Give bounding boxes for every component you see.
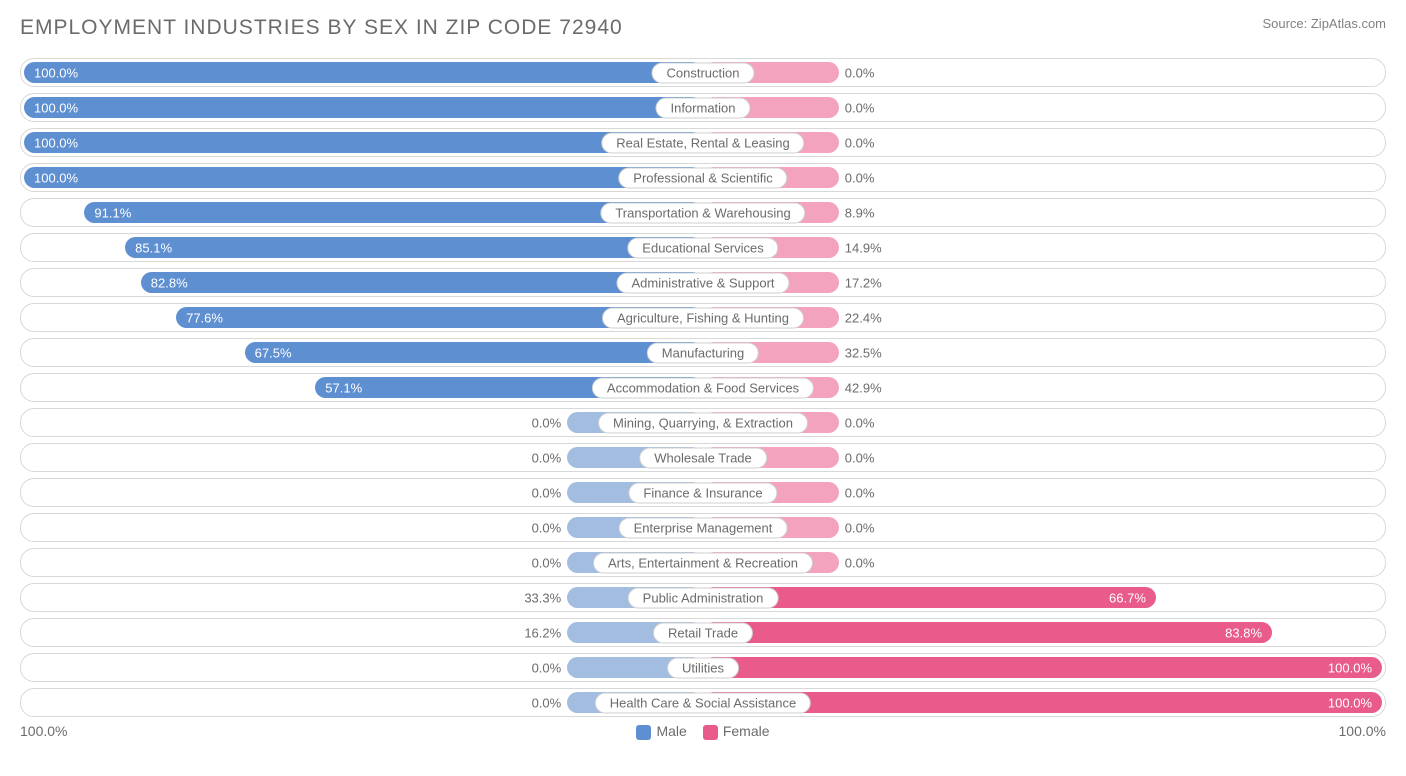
chart-title: EMPLOYMENT INDUSTRIES BY SEX IN ZIP CODE… (20, 16, 623, 40)
male-pct: 100.0% (34, 170, 78, 185)
female-pct: 0.0% (845, 170, 875, 185)
female-pct: 0.0% (845, 65, 875, 80)
female-pct: 83.8% (1225, 625, 1262, 640)
male-pct: 100.0% (34, 100, 78, 115)
chart-row: 100.0% 0.0% Construction (20, 58, 1386, 87)
male-bar (24, 62, 703, 83)
chart-row: 16.2% 83.8% Retail Trade (20, 618, 1386, 647)
female-bar (703, 622, 1272, 643)
chart-row: 100.0% 0.0% Real Estate, Rental & Leasing (20, 128, 1386, 157)
row-label: Retail Trade (653, 622, 753, 643)
male-pct: 0.0% (532, 520, 562, 535)
legend-male-label: Male (656, 723, 686, 739)
male-pct: 77.6% (186, 310, 223, 325)
female-pct: 0.0% (845, 450, 875, 465)
female-pct: 100.0% (1328, 695, 1372, 710)
row-label: Enterprise Management (619, 517, 788, 538)
chart-row: 0.0% 0.0% Enterprise Management (20, 513, 1386, 542)
female-swatch (703, 725, 718, 740)
male-pct: 0.0% (532, 660, 562, 675)
row-label: Arts, Entertainment & Recreation (593, 552, 813, 573)
chart-row: 0.0% 100.0% Health Care & Social Assistanc… (20, 688, 1386, 717)
chart-row: 0.0% 0.0% Arts, Entertainment & Recreation (20, 548, 1386, 577)
row-label: Educational Services (627, 237, 778, 258)
legend-female-label: Female (723, 723, 770, 739)
row-label: Administrative & Support (616, 272, 789, 293)
male-pct: 0.0% (532, 485, 562, 500)
female-pct: 0.0% (845, 100, 875, 115)
chart-row: 77.6% 22.4% Agriculture, Fishing & Hunting (20, 303, 1386, 332)
chart-row: 33.3% 66.7% Public Administration (20, 583, 1386, 612)
female-pct: 0.0% (845, 135, 875, 150)
male-pct: 0.0% (532, 695, 562, 710)
chart-row: 0.0% 0.0% Wholesale Trade (20, 443, 1386, 472)
legend-male: Male (636, 723, 686, 740)
row-label: Transportation & Warehousing (600, 202, 805, 223)
female-pct: 14.9% (845, 240, 882, 255)
chart-row: 85.1% 14.9% Educational Services (20, 233, 1386, 262)
female-pct: 42.9% (845, 380, 882, 395)
female-pct: 0.0% (845, 520, 875, 535)
female-pct: 22.4% (845, 310, 882, 325)
male-pct: 0.0% (532, 450, 562, 465)
female-pct: 0.0% (845, 555, 875, 570)
female-bar (703, 657, 1382, 678)
chart-row: 0.0% 0.0% Mining, Quarrying, & Extraction (20, 408, 1386, 437)
male-bar (125, 237, 703, 258)
chart-row: 57.1% 42.9% Accommodation & Food Services (20, 373, 1386, 402)
chart-row: 67.5% 32.5% Manufacturing (20, 338, 1386, 367)
row-label: Agriculture, Fishing & Hunting (602, 307, 804, 328)
chart-header: EMPLOYMENT INDUSTRIES BY SEX IN ZIP CODE… (20, 16, 1386, 40)
male-swatch (636, 725, 651, 740)
row-label: Public Administration (628, 587, 779, 608)
male-pct: 100.0% (34, 65, 78, 80)
male-bar (245, 342, 703, 363)
chart-row: 0.0% 0.0% Finance & Insurance (20, 478, 1386, 507)
male-pct: 0.0% (532, 415, 562, 430)
male-pct: 0.0% (532, 555, 562, 570)
row-label: Utilities (667, 657, 739, 678)
diverging-bar-chart: 100.0% 0.0% Construction 100.0% 0.0% Informat… (20, 58, 1386, 717)
male-pct: 67.5% (255, 345, 292, 360)
chart-row: 100.0% 0.0% Information (20, 93, 1386, 122)
female-pct: 0.0% (845, 485, 875, 500)
female-pct: 8.9% (845, 205, 875, 220)
row-label: Professional & Scientific (618, 167, 787, 188)
chart-row: 91.1% 8.9% Transportation & Warehousing (20, 198, 1386, 227)
chart-row: 82.8% 17.2% Administrative & Support (20, 268, 1386, 297)
axis-left-label: 100.0% (20, 723, 67, 739)
row-label: Finance & Insurance (628, 482, 777, 503)
row-label: Accommodation & Food Services (592, 377, 814, 398)
male-bar (24, 97, 703, 118)
row-label: Health Care & Social Assistance (595, 692, 811, 713)
female-pct: 32.5% (845, 345, 882, 360)
female-pct: 17.2% (845, 275, 882, 290)
male-pct: 82.8% (151, 275, 188, 290)
male-pct: 16.2% (524, 625, 561, 640)
female-pct: 66.7% (1109, 590, 1146, 605)
legend-female: Female (703, 723, 770, 740)
row-label: Mining, Quarrying, & Extraction (598, 412, 808, 433)
female-pct: 0.0% (845, 415, 875, 430)
male-bar (24, 167, 703, 188)
female-pct: 100.0% (1328, 660, 1372, 675)
chart-footer: 100.0% Male Female 100.0% (20, 723, 1386, 740)
legend: Male Female (636, 723, 769, 740)
chart-row: 100.0% 0.0% Professional & Scientific (20, 163, 1386, 192)
axis-right-label: 100.0% (1339, 723, 1386, 739)
row-label: Wholesale Trade (639, 447, 767, 468)
row-label: Real Estate, Rental & Leasing (601, 132, 804, 153)
male-pct: 85.1% (135, 240, 172, 255)
male-pct: 33.3% (524, 590, 561, 605)
row-label: Construction (652, 62, 755, 83)
male-pct: 91.1% (94, 205, 131, 220)
row-label: Manufacturing (647, 342, 759, 363)
male-pct: 57.1% (325, 380, 362, 395)
chart-row: 0.0% 100.0% Utilities (20, 653, 1386, 682)
row-label: Information (655, 97, 750, 118)
male-pct: 100.0% (34, 135, 78, 150)
chart-source: Source: ZipAtlas.com (1262, 16, 1386, 31)
